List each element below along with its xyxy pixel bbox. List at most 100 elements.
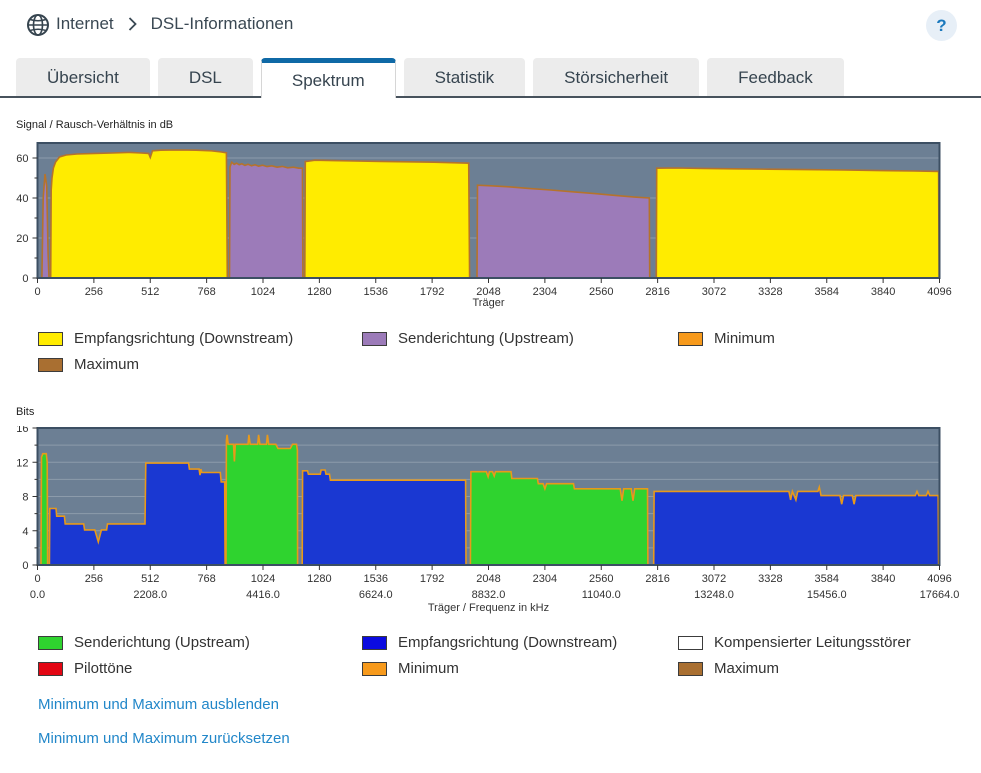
y-tick-label: 40 bbox=[16, 193, 28, 205]
legend-label: Pilottöne bbox=[74, 660, 132, 677]
legend-label: Maximum bbox=[74, 356, 139, 373]
legend-item: Pilottöne bbox=[38, 660, 362, 677]
x-tick-label: 0 bbox=[34, 286, 40, 297]
x-tick-label: 3584 bbox=[815, 573, 839, 585]
minmax-reset-link[interactable]: Minimum und Maximum zurücksetzen bbox=[38, 730, 290, 747]
x-tick-label: 2048 bbox=[476, 286, 500, 297]
x-tick-label: 2304 bbox=[533, 286, 557, 297]
x-tick-khz-label: 13248.0 bbox=[694, 589, 734, 601]
tab-feedback[interactable]: Feedback bbox=[707, 58, 844, 96]
x-tick-label: 3072 bbox=[702, 286, 726, 297]
x-tick-label: 1792 bbox=[420, 573, 444, 585]
bits-chart-title: Bits bbox=[16, 406, 34, 418]
legend-item: Senderichtung (Upstream) bbox=[362, 330, 678, 347]
x-tick-khz-label: 4416.0 bbox=[246, 589, 280, 601]
help-button[interactable]: ? bbox=[926, 10, 957, 41]
x-tick-label: 3328 bbox=[758, 286, 782, 297]
breadcrumb-section[interactable]: Internet bbox=[56, 14, 114, 34]
x-tick-label: 2048 bbox=[476, 573, 500, 585]
x-tick-label: 512 bbox=[141, 286, 159, 297]
tab-spektrum[interactable]: Spektrum bbox=[261, 58, 396, 98]
legend-swatch bbox=[362, 332, 387, 346]
dsl-informationen-page: Internet DSL-Informationen ? ÜbersichtDS… bbox=[0, 0, 981, 773]
x-tick-label: 1280 bbox=[307, 573, 331, 585]
x-tick-label: 4096 bbox=[927, 286, 951, 297]
x-tick-khz-label: 2208.0 bbox=[133, 589, 167, 601]
x-tick-label: 1792 bbox=[420, 286, 444, 297]
tab--bersicht[interactable]: Übersicht bbox=[16, 58, 150, 96]
legend-label: Minimum bbox=[398, 660, 459, 677]
chevron-right-icon bbox=[128, 17, 137, 31]
snr-downstream-band2-area bbox=[305, 160, 470, 278]
x-tick-label: 2816 bbox=[645, 573, 669, 585]
snr-chart: 0256512768102412801536179220482304256028… bbox=[0, 141, 981, 297]
tab-st-rsicherheit[interactable]: Störsicherheit bbox=[533, 58, 699, 96]
bits-upstream-band1-area bbox=[226, 435, 298, 565]
legend-label: Kompensierter Leitungsstörer bbox=[714, 634, 911, 651]
x-tick-khz-label: 11040.0 bbox=[582, 589, 621, 601]
legend-label: Maximum bbox=[714, 660, 779, 677]
x-tick-label: 2560 bbox=[589, 573, 613, 585]
bits-legend: Senderichtung (Upstream) Empfangsrichtung… bbox=[38, 634, 958, 677]
x-tick-label: 512 bbox=[141, 573, 159, 585]
x-tick-label: 1024 bbox=[251, 573, 275, 585]
x-tick-khz-label: 6624.0 bbox=[359, 589, 393, 601]
x-tick-khz-label: 17664.0 bbox=[920, 589, 960, 601]
x-tick-label: 4096 bbox=[927, 573, 951, 585]
legend-swatch bbox=[362, 636, 387, 650]
x-tick-label: 3072 bbox=[702, 573, 726, 585]
y-tick-label: 60 bbox=[16, 153, 28, 165]
legend-swatch bbox=[38, 332, 63, 346]
x-tick-label: 3328 bbox=[758, 573, 782, 585]
minmax-links: Minimum und Maximum ausblenden Minimum u… bbox=[38, 696, 290, 764]
x-tick-label: 1024 bbox=[251, 286, 275, 297]
legend-swatch bbox=[38, 358, 63, 372]
x-tick-label: 1280 bbox=[307, 286, 331, 297]
x-tick-label: 1536 bbox=[364, 286, 388, 297]
y-tick-label: 4 bbox=[22, 526, 28, 538]
y-tick-label: 12 bbox=[16, 457, 28, 469]
internet-globe-icon bbox=[26, 13, 50, 37]
legend-label: Senderichtung (Upstream) bbox=[398, 330, 574, 347]
y-tick-label: 8 bbox=[22, 492, 28, 504]
y-tick-label: 20 bbox=[16, 233, 28, 245]
snr-upstream-band2-area bbox=[477, 185, 650, 278]
legend-item: Kompensierter Leitungsstörer bbox=[678, 634, 958, 651]
x-tick-label: 3840 bbox=[871, 286, 895, 297]
x-tick-label: 2560 bbox=[589, 286, 613, 297]
legend-item: Empfangsrichtung (Downstream) bbox=[362, 634, 678, 651]
y-tick-label: 16 bbox=[16, 426, 28, 435]
tab-bar: ÜbersichtDSLSpektrumStatistikStörsicherh… bbox=[16, 58, 844, 98]
legend-label: Empfangsrichtung (Downstream) bbox=[398, 634, 617, 651]
x-tick-khz-label: 8832.0 bbox=[472, 589, 506, 601]
legend-item: Minimum bbox=[678, 330, 958, 347]
x-tick-label: 3584 bbox=[815, 286, 839, 297]
y-tick-label: 0 bbox=[22, 560, 28, 572]
legend-swatch bbox=[362, 662, 387, 676]
tab-dsl[interactable]: DSL bbox=[158, 58, 253, 96]
legend-label: Senderichtung (Upstream) bbox=[74, 634, 250, 651]
x-tick-label: 768 bbox=[197, 286, 215, 297]
legend-label: Empfangsrichtung (Downstream) bbox=[74, 330, 293, 347]
legend-swatch bbox=[678, 662, 703, 676]
x-tick-label: 256 bbox=[85, 286, 103, 297]
snr-chart-title: Signal / Rausch-Verhältnis in dB bbox=[16, 119, 173, 131]
snr-upstream-band1-area bbox=[230, 162, 303, 278]
x-tick-label: 768 bbox=[197, 573, 215, 585]
x-tick-khz-label: 15456.0 bbox=[807, 589, 847, 601]
x-tick-label: 256 bbox=[85, 573, 103, 585]
snr-downstream-band3-area bbox=[656, 168, 939, 278]
tab-statistik[interactable]: Statistik bbox=[404, 58, 526, 96]
legend-swatch bbox=[38, 662, 63, 676]
minmax-hide-link[interactable]: Minimum und Maximum ausblenden bbox=[38, 696, 290, 713]
bits-chart: 0256512768102412801536179220482304256028… bbox=[0, 426, 981, 604]
breadcrumb: Internet DSL-Informationen bbox=[56, 14, 293, 34]
legend-swatch bbox=[678, 636, 703, 650]
x-tick-label: 3840 bbox=[871, 573, 895, 585]
legend-item: Maximum bbox=[38, 356, 362, 373]
legend-item: Empfangsrichtung (Downstream) bbox=[38, 330, 362, 347]
bits-downstream-band2-area bbox=[302, 470, 466, 565]
x-tick-label: 1536 bbox=[364, 573, 388, 585]
legend-label: Minimum bbox=[714, 330, 775, 347]
snr-xaxis-label: Träger bbox=[37, 297, 940, 309]
